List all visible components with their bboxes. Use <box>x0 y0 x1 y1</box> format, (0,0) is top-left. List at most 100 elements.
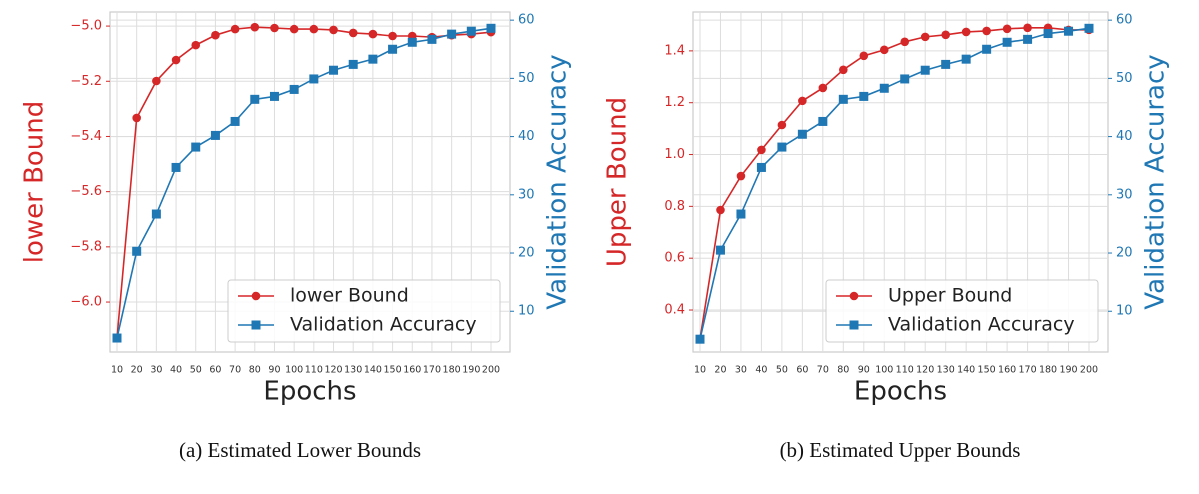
x-tick-label: 100 <box>285 365 303 376</box>
x-tick-label: 130 <box>344 365 362 376</box>
x-tick-label: 40 <box>170 365 182 376</box>
y-tick-label: 0.4 <box>664 303 685 318</box>
marker <box>920 32 930 42</box>
x-tick-label: 60 <box>796 365 808 376</box>
marker <box>1064 26 1074 36</box>
marker <box>171 55 181 65</box>
marker <box>756 162 766 172</box>
marker <box>798 96 807 106</box>
marker <box>329 25 338 35</box>
marker <box>1023 34 1033 44</box>
x-tick-label: 90 <box>858 365 870 376</box>
x-tick-label: 190 <box>462 365 480 376</box>
axes: −6.0 −5.8 −5.6 −5.4 −5.2 −5.0 10 20 30 40 50 60 10 20… <box>20 11 573 407</box>
marker <box>900 74 910 84</box>
legend-marker <box>251 320 261 330</box>
x-tick-label: 80 <box>837 365 849 376</box>
y2-axis-label: Validation Accuracy <box>1141 54 1171 309</box>
y-tick-label: −5.6 <box>70 184 102 199</box>
marker <box>210 130 220 140</box>
marker <box>230 116 240 126</box>
y2-tick-label: 30 <box>518 187 535 202</box>
marker <box>250 22 260 32</box>
marker <box>982 26 991 36</box>
y-tick-label: 0.6 <box>664 251 685 266</box>
y-tick-label: −5.8 <box>70 239 102 254</box>
marker <box>112 333 122 343</box>
x-tick-label: 120 <box>324 365 342 376</box>
x-tick-label: 10 <box>694 365 706 376</box>
x-tick-label: 110 <box>305 365 323 376</box>
marker <box>151 209 161 219</box>
x-tick-label: 150 <box>384 365 402 376</box>
x-tick-label: 20 <box>131 365 143 376</box>
marker <box>961 27 971 37</box>
marker <box>466 26 476 36</box>
marker <box>348 28 358 38</box>
x-tick-label: 140 <box>364 365 382 376</box>
y2-tick-label: 50 <box>1116 71 1133 86</box>
marker <box>839 65 848 75</box>
legend-label: lower Bound <box>290 285 409 307</box>
legend-box <box>825 279 1099 343</box>
x-axis-label: Epochs <box>854 377 947 407</box>
legend: lower Bound Validation Accuracy <box>227 279 501 343</box>
x-tick-label: 10 <box>111 365 123 376</box>
x-tick-label: 20 <box>714 365 726 376</box>
y2-tick-label: 10 <box>518 304 535 319</box>
legend-label: Validation Accuracy <box>888 314 1075 336</box>
marker <box>191 142 201 152</box>
marker <box>941 30 950 40</box>
marker <box>757 145 766 155</box>
marker <box>961 54 971 64</box>
x-tick-label: 70 <box>817 365 829 376</box>
y2-tick-label: 20 <box>518 246 535 261</box>
y2-tick-label: 50 <box>518 71 535 86</box>
y-tick-label: −6.0 <box>70 295 102 310</box>
marker <box>269 91 279 101</box>
x-tick-label: 60 <box>209 365 221 376</box>
y2-tick-label: 60 <box>1116 13 1133 28</box>
marker <box>859 51 869 61</box>
x-tick-label: 190 <box>1059 365 1077 376</box>
x-tick-label: 170 <box>423 365 441 376</box>
axes: 0.4 0.6 0.8 1.0 1.2 1.4 10 20 30 40 50 60 10 20 30 40 50… <box>603 11 1171 407</box>
marker <box>818 83 828 93</box>
caption: (a) Estimated Lower Bounds <box>179 438 421 462</box>
marker <box>777 142 787 152</box>
y-tick-label: 1.0 <box>664 147 685 162</box>
y2-tick-label: 40 <box>1116 129 1133 144</box>
marker <box>695 334 705 344</box>
marker <box>309 74 319 84</box>
x-tick-label: 200 <box>482 365 500 376</box>
marker <box>715 245 725 255</box>
marker <box>250 94 260 104</box>
marker <box>736 171 746 181</box>
x-axis-label: Epochs <box>263 377 356 407</box>
y-axis-label: lower Bound <box>20 101 50 264</box>
marker <box>289 84 299 94</box>
x-tick-label: 100 <box>875 365 893 376</box>
y2-tick-label: 60 <box>518 13 535 28</box>
legend-marker <box>251 291 261 301</box>
marker <box>859 91 869 101</box>
marker <box>1043 29 1053 39</box>
x-tick-label: 160 <box>403 365 421 376</box>
x-tick-label: 180 <box>1039 365 1057 376</box>
x-tick-label: 200 <box>1080 365 1098 376</box>
x-tick-label: 90 <box>268 365 280 376</box>
legend-box <box>227 279 501 343</box>
marker <box>982 44 992 54</box>
x-tick-label: 140 <box>957 365 975 376</box>
marker <box>736 209 746 219</box>
marker <box>716 205 725 215</box>
marker <box>152 76 161 86</box>
marker <box>289 24 299 34</box>
marker <box>388 44 398 54</box>
marker <box>368 29 378 39</box>
marker <box>777 120 787 130</box>
x-tick-label: 30 <box>735 365 747 376</box>
marker <box>368 54 378 64</box>
marker <box>900 37 910 47</box>
